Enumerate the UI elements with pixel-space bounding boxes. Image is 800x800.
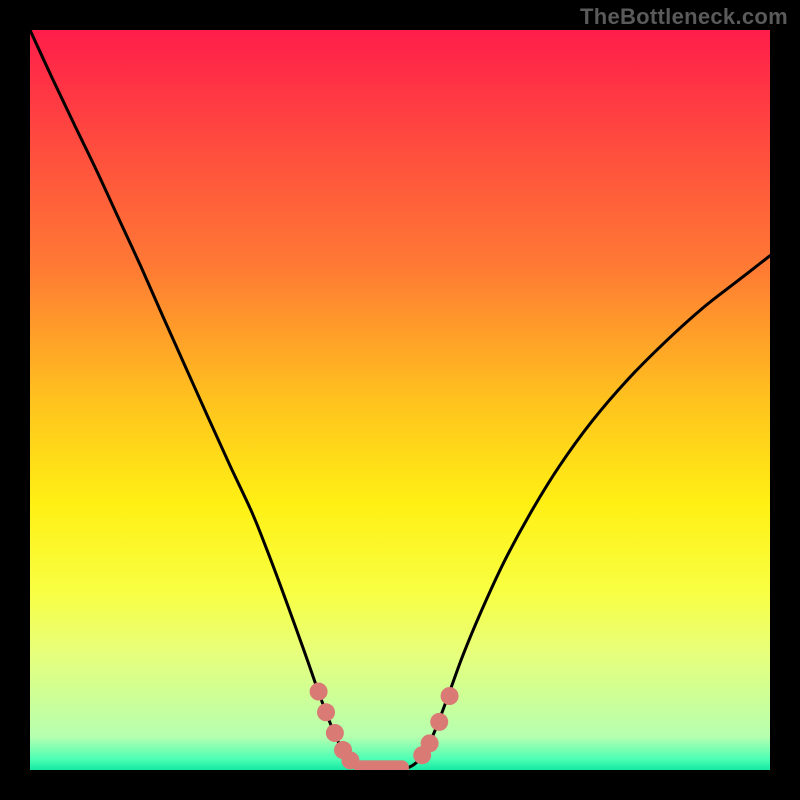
highlight-bar	[354, 760, 409, 770]
gradient-background	[30, 30, 770, 770]
plot-svg	[30, 30, 770, 770]
highlight-dot	[341, 751, 359, 769]
highlight-dot	[421, 734, 439, 752]
plot-area	[30, 30, 770, 770]
highlight-dot	[326, 724, 344, 742]
highlight-dot	[310, 683, 328, 701]
watermark-text: TheBottleneck.com	[580, 4, 788, 30]
highlight-dot	[430, 713, 448, 731]
highlight-dot	[317, 703, 335, 721]
highlight-dot	[441, 687, 459, 705]
chart-frame: TheBottleneck.com	[0, 0, 800, 800]
